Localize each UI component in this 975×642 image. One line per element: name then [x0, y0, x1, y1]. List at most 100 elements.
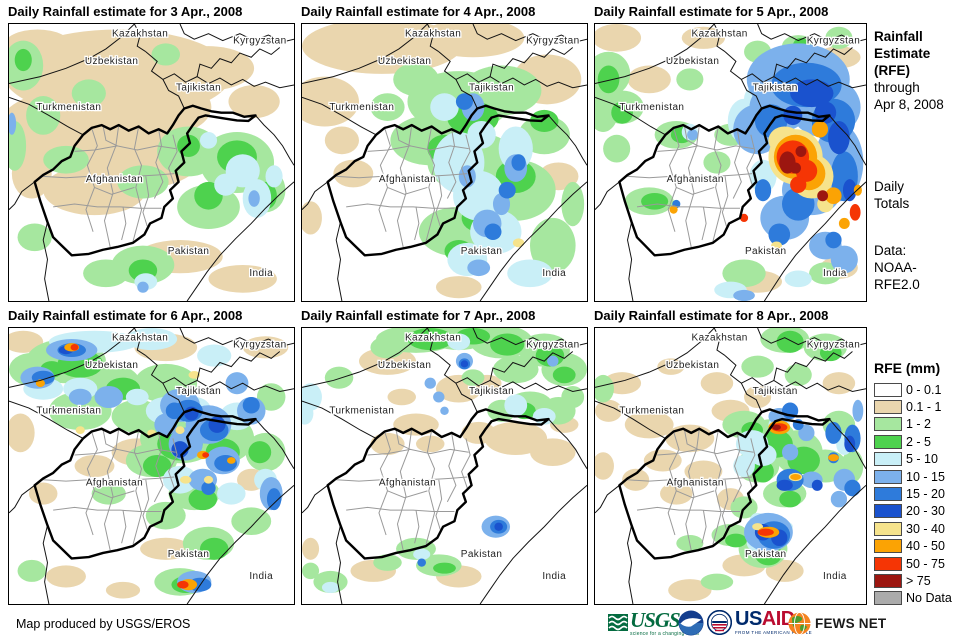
usgs-tagline: science for a changing world [630, 631, 699, 637]
legend-items: 0 - 0.1 0.1 - 1 1 - 2 2 - 5 5 - 10 10 - 15 15 … [874, 381, 973, 607]
rainfall-map-apr8: Kazakhstan Kyrgyzstan Uzbekistan Tajikistan… [594, 327, 867, 605]
usaid-wordmark: USAID [735, 607, 795, 630]
country-label: Tajikistan [176, 82, 221, 93]
sidebar-totals: Daily Totals [874, 179, 910, 211]
panel-title-apr4: Daily Rainfall estimate for 4 Apr., 2008 [301, 4, 536, 19]
map-panel-apr7: Daily Rainfall estimate for 7 Apr., 2008… [301, 308, 588, 605]
country-label: India [823, 268, 847, 279]
panel-title-apr8: Daily Rainfall estimate for 8 Apr., 2008 [594, 308, 829, 323]
country-label: Pakistan [168, 549, 210, 560]
country-label: Turkmenistan [36, 102, 101, 113]
country-label: Afghanistan [667, 174, 724, 185]
legend-swatch [874, 539, 902, 554]
country-label: Kazakhstan [405, 28, 461, 39]
legend-item: 40 - 50 [874, 538, 973, 555]
country-label: Kyrgyzstan [526, 35, 579, 46]
legend-label: 0 - 0.1 [906, 382, 942, 397]
usgs-logo: USGS science for a changing world [608, 608, 699, 637]
country-label: Turkmenistan [619, 102, 684, 113]
noaa-logo [678, 610, 704, 636]
legend-swatch [874, 556, 902, 571]
country-label: Turkmenistan [329, 406, 394, 417]
legend-label: 0.1 - 1 [906, 400, 942, 415]
country-label: Kazakhstan [405, 332, 461, 343]
legend-swatch [874, 469, 902, 484]
legend-label: 1 - 2 [906, 417, 932, 432]
legend-swatch [874, 400, 902, 415]
sidebar-through-date: Apr 8, 2008 [874, 97, 944, 112]
country-label: Uzbekistan [666, 56, 719, 67]
panel-title-apr5: Daily Rainfall estimate for 5 Apr., 2008 [594, 4, 829, 19]
usgs-wordmark: USGS [630, 608, 681, 632]
sidebar-through: through [874, 80, 920, 95]
country-label: Turkmenistan [619, 406, 684, 417]
panel-title-apr3: Daily Rainfall estimate for 3 Apr., 2008 [8, 4, 243, 19]
legend-item: 2 - 5 [874, 433, 973, 450]
rainfall-map-apr3: Kazakhstan Kyrgyzstan Uzbekistan Tajikistan… [8, 23, 295, 302]
country-label: Turkmenistan [329, 102, 394, 113]
legend-label: 20 - 30 [906, 504, 945, 519]
sidebar-heading: Rainfall Estimate (RFE) through Apr 8, 2… [874, 28, 964, 113]
rainfall-map-apr5: Kazakhstan Kyrgyzstan Uzbekistan Tajikistan… [594, 23, 867, 302]
legend-label: 2 - 5 [906, 434, 932, 449]
legend-label: 30 - 40 [906, 521, 945, 536]
usaid-logo: USAID FROM THE AMERICAN PEOPLE [707, 607, 812, 635]
country-label: Pakistan [745, 246, 787, 257]
country-label: Pakistan [745, 549, 787, 560]
country-label: Kyrgyzstan [233, 339, 286, 350]
sidebar: Rainfall Estimate (RFE) through Apr 8, 2… [872, 0, 973, 642]
panel-title-apr6: Daily Rainfall estimate for 6 Apr., 2008 [8, 308, 243, 323]
sidebar-source: Data: NOAA- RFE2.0 [874, 242, 920, 293]
sidebar-title: Rainfall Estimate (RFE) [874, 29, 931, 78]
legend-swatch [874, 417, 902, 432]
country-label: Pakistan [461, 246, 503, 257]
legend-label: 10 - 15 [906, 469, 945, 484]
country-label: Uzbekistan [85, 56, 138, 67]
rainfall-map-apr4: Kazakhstan Kyrgyzstan Uzbekistan Tajikistan… [301, 23, 588, 302]
country-label: India [542, 571, 566, 582]
fewsnet-globe-icon [788, 612, 811, 635]
map-panel-apr5: Daily Rainfall estimate for 5 Apr., 2008… [594, 4, 867, 302]
sidebar-source-line: RFE2.0 [874, 277, 920, 292]
legend-item: > 75 [874, 572, 973, 589]
legend-item: 0 - 0.1 [874, 381, 973, 398]
country-label: Afghanistan [667, 477, 724, 488]
legend-swatch [874, 504, 902, 519]
map-panel-apr8: Daily Rainfall estimate for 8 Apr., 2008… [594, 308, 867, 605]
legend-swatch [874, 452, 902, 467]
fewsnet-logo: FEWS NET [788, 612, 886, 635]
legend-item: 1 - 2 [874, 416, 973, 433]
country-label: Uzbekistan [666, 360, 719, 371]
legend-label: > 75 [906, 573, 931, 588]
country-label: Pakistan [168, 246, 210, 257]
legend-item: 10 - 15 [874, 468, 973, 485]
map-credit: Map produced by USGS/EROS [16, 617, 191, 631]
legend-item: 20 - 30 [874, 503, 973, 520]
map-panel-apr6: Daily Rainfall estimate for 6 Apr., 2008… [8, 308, 295, 605]
legend-item: 50 - 75 [874, 555, 973, 572]
country-label: Kazakhstan [112, 332, 168, 343]
country-label: Kazakhstan [692, 28, 748, 39]
legend-swatch [874, 434, 902, 449]
country-label: Kyrgyzstan [526, 339, 579, 350]
legend-label: 5 - 10 [906, 452, 938, 467]
country-label: Uzbekistan [85, 360, 138, 371]
legend-item: 15 - 20 [874, 485, 973, 502]
legend-label: 50 - 75 [906, 556, 945, 571]
country-label: Afghanistan [86, 174, 143, 185]
country-label: Tajikistan [469, 386, 514, 397]
legend-label: No Data [906, 591, 952, 606]
country-label: Tajikistan [753, 82, 798, 93]
legend-item: 30 - 40 [874, 520, 973, 537]
usgs-wave-icon [608, 614, 628, 631]
legend-swatch [874, 382, 902, 397]
legend-label: 40 - 50 [906, 539, 945, 554]
legend: RFE (mm) 0 - 0.1 0.1 - 1 1 - 2 2 - 5 5 - 10 1… [874, 360, 973, 607]
country-label: India [249, 571, 273, 582]
country-label: Kyrgyzstan [233, 35, 286, 46]
country-label: Kazakhstan [112, 28, 168, 39]
usaid-seal-icon [707, 610, 732, 635]
sidebar-source-line: NOAA- [874, 260, 917, 275]
sidebar-source-line: Data: [874, 243, 907, 258]
